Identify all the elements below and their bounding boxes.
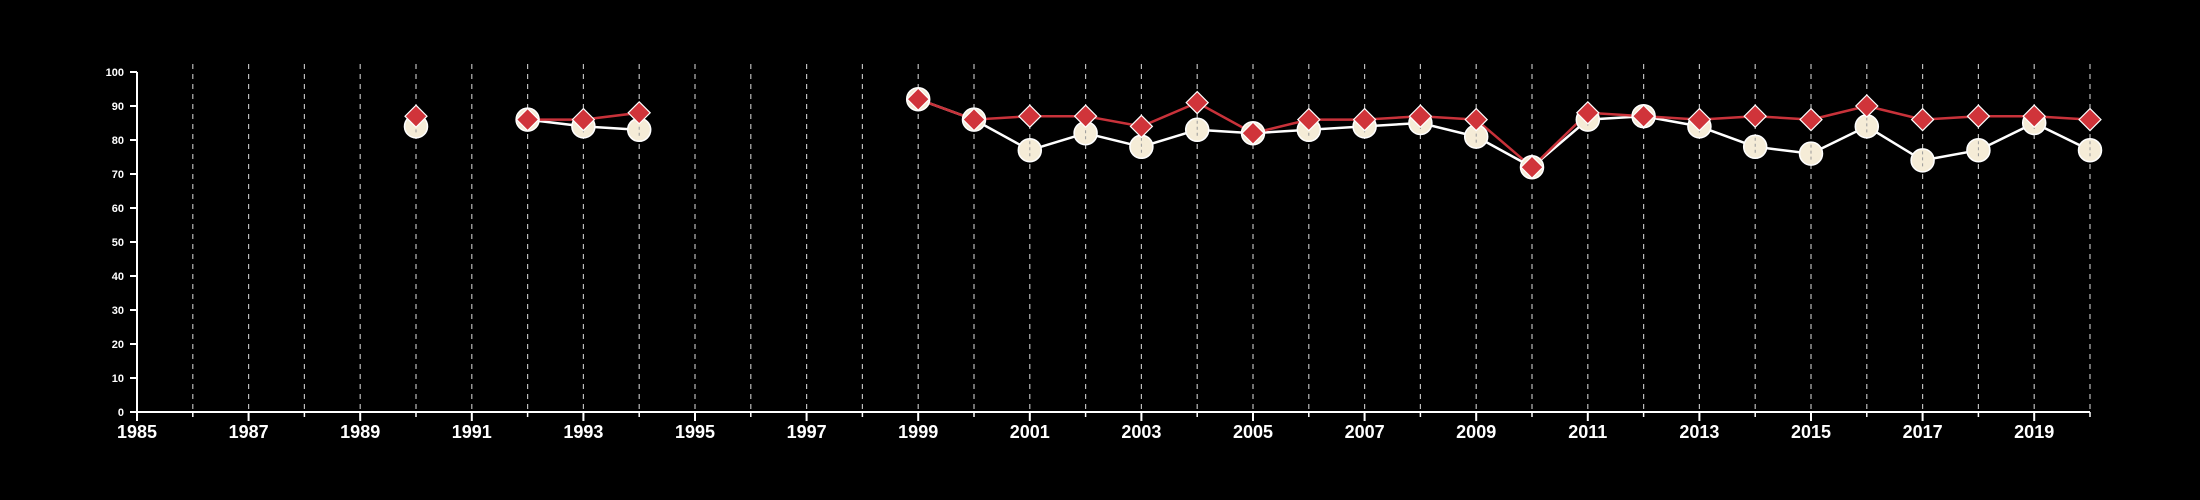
x-tick-label: 2003	[1121, 422, 1161, 442]
series-2-point	[404, 104, 428, 129]
series-2-point	[1520, 155, 1544, 180]
axes	[136, 72, 2090, 413]
x-tick-label: 1999	[898, 422, 938, 442]
series-2-points	[404, 87, 2102, 180]
vertical-gridlines	[192, 64, 2091, 412]
series-1-line	[917, 98, 2091, 169]
x-tick-label: 2015	[1791, 422, 1831, 442]
series-2-point	[1575, 100, 1600, 125]
x-tick-label: 2017	[1903, 422, 1943, 442]
series-2-point	[1241, 121, 1265, 146]
y-tick-label: 20	[112, 339, 124, 351]
series-2-point	[1854, 94, 1879, 118]
y-axis-ticks: 0 10 20 30 40 50 60 70 80 90 100	[106, 67, 137, 419]
series-2-point	[1017, 104, 1042, 129]
series-2-point	[571, 107, 596, 132]
series-layer	[403, 86, 2103, 180]
x-tick-label: 2001	[1010, 422, 1050, 442]
series-2-point	[2022, 104, 2047, 129]
y-tick-label: 50	[112, 237, 124, 249]
y-tick-label: 30	[112, 305, 124, 317]
y-tick-label: 10	[112, 373, 124, 385]
series-2-point	[1743, 104, 1768, 129]
series-2-point	[1464, 107, 1489, 132]
series-2-point	[1296, 107, 1321, 132]
x-tick-label: 2013	[1679, 422, 1719, 442]
series-2-point	[1352, 107, 1377, 132]
x-tick-label: 2009	[1456, 422, 1496, 442]
x-tick-label: 1989	[340, 422, 380, 442]
series-2-point	[2078, 107, 2102, 132]
x-tick-label: 1985	[117, 422, 157, 442]
series-2-point	[1129, 114, 1154, 139]
x-tick-label: 2011	[1568, 422, 1607, 442]
y-tick-label: 90	[112, 101, 124, 113]
series-2-point	[1966, 104, 1991, 129]
y-tick-label: 100	[106, 67, 124, 79]
x-tick-label: 2005	[1233, 422, 1273, 442]
y-tick-label: 0	[118, 407, 124, 419]
y-tick-label: 60	[112, 203, 124, 215]
series-2-point	[515, 107, 540, 132]
series-2-point	[1185, 90, 1210, 115]
y-tick-label: 80	[112, 135, 124, 147]
series-2-point	[1631, 104, 1656, 129]
x-tick-label: 1993	[563, 422, 603, 442]
x-tick-label: 2007	[1345, 422, 1385, 442]
series-2-point	[962, 107, 986, 132]
series-2-point	[627, 100, 652, 125]
series-2-point	[1408, 104, 1433, 129]
series-2-point	[1799, 107, 1823, 132]
series-2-point	[1073, 104, 1098, 129]
y-tick-label: 40	[112, 271, 124, 283]
series-2-point	[1687, 107, 1712, 132]
series-2-point	[906, 87, 931, 112]
series-2-line	[917, 98, 2091, 169]
x-tick-label: 1997	[787, 422, 827, 442]
y-tick-label: 70	[112, 169, 124, 181]
x-tick-label: 2019	[2014, 422, 2054, 442]
x-tick-label: 1987	[229, 422, 269, 442]
x-tick-label: 1995	[675, 422, 715, 442]
series-2-point	[1910, 107, 1935, 132]
x-tick-label: 1991	[452, 422, 492, 442]
x-axis-ticks: 1985 1987 1989 1991 1993 1995 1997 1999 2001 2003…	[117, 412, 2091, 442]
